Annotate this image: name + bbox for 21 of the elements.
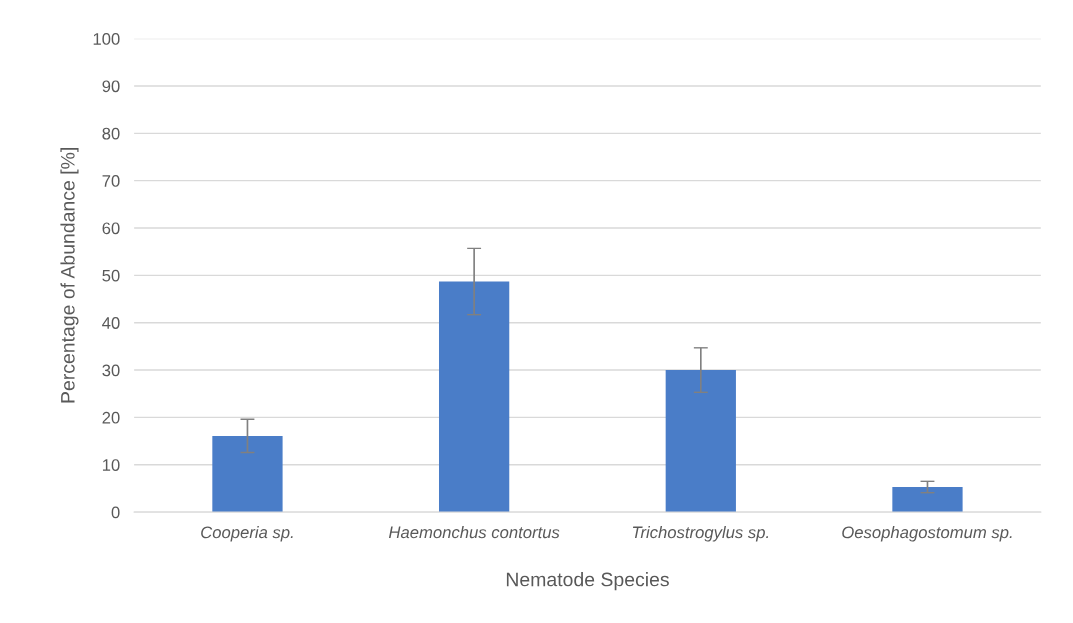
y-tick-label: 90 [102, 80, 120, 93]
y-tick-label: 0 [111, 506, 120, 519]
bar [212, 435, 283, 513]
y-tick-label: 70 [102, 175, 120, 187]
x-tick-label: Oesophagostomum sp. [842, 525, 1012, 542]
y-tick-label: 40 [102, 317, 120, 329]
x-tick-label: Cooperia sp. [201, 525, 293, 542]
y-tick-label: 20 [102, 411, 120, 424]
y-tick-label: 30 [102, 364, 120, 377]
x-tick-label: Haemonchus contortus [388, 525, 560, 539]
y-tick-label: 50 [102, 269, 120, 282]
y-tick-label: 10 [102, 459, 120, 471]
y-axis-title: Percentage of Abundance [%] [60, 148, 79, 403]
x-axis-title: Nematode Species [506, 572, 669, 591]
y-tick-label: 100 [93, 33, 120, 45]
y-tick-label: 60 [102, 222, 120, 235]
bar [665, 370, 736, 513]
y-tick-label: 80 [102, 127, 120, 140]
bar [892, 487, 963, 513]
x-tick-label: Trichostrogylus sp. [632, 525, 769, 542]
bar [439, 281, 510, 513]
